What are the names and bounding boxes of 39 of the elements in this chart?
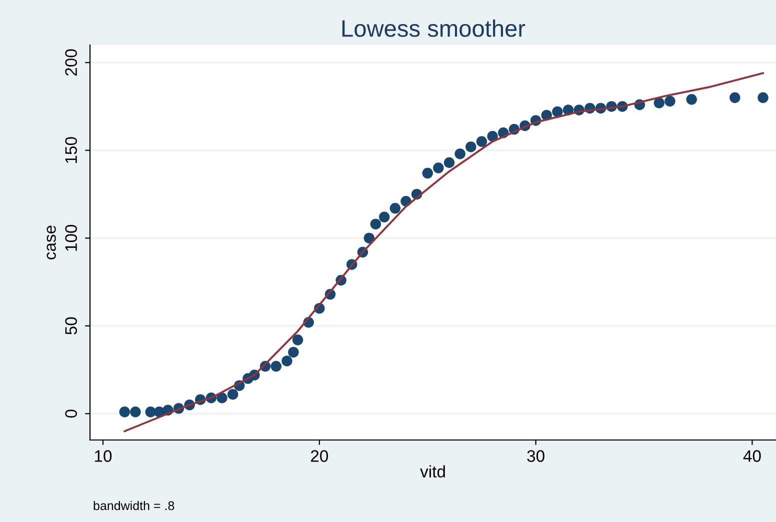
point (370, 218, 382, 230)
x-axis-title: vitd (420, 465, 445, 478)
y-tick-label: 100 (65, 224, 77, 251)
y-tick-label: 150 (65, 137, 77, 163)
x-tick-label: 40 (743, 450, 761, 462)
x-tick-label: 30 (527, 450, 544, 462)
point (444, 157, 455, 168)
point (130, 406, 141, 418)
point (552, 106, 563, 118)
y-tick-label: 0 (65, 410, 77, 418)
point (270, 360, 282, 372)
point (282, 356, 292, 366)
point (390, 202, 401, 214)
x-tick-label: 10 (94, 450, 112, 462)
point (119, 406, 130, 418)
point (465, 141, 476, 152)
point (487, 130, 498, 142)
point (433, 162, 444, 174)
point (454, 148, 466, 160)
y-tick-label: 50 (65, 317, 77, 334)
line-series (124, 72, 764, 432)
point (364, 232, 375, 244)
point (654, 98, 665, 108)
point (288, 346, 299, 358)
point (730, 92, 740, 104)
point (758, 92, 768, 104)
y-axis-title: case (46, 226, 56, 260)
point (664, 96, 676, 107)
point (292, 334, 304, 346)
point (476, 136, 488, 147)
x-tick-label: 20 (310, 450, 328, 462)
text: bandwidth = .8 (94, 500, 174, 510)
point (686, 94, 697, 105)
point (422, 168, 433, 179)
point (216, 392, 228, 404)
point (378, 212, 390, 222)
y-tick-label: 200 (65, 49, 77, 76)
point (227, 388, 238, 400)
chart-title: Lowess smoother (342, 20, 526, 37)
